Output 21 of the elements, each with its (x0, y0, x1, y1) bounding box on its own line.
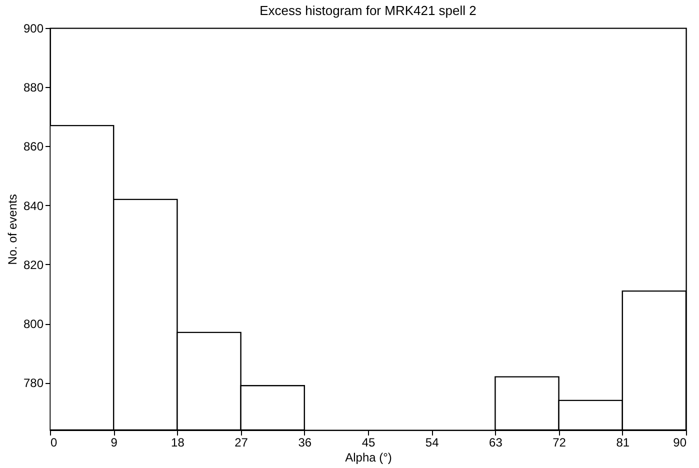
x-tick-label: 0 (50, 436, 58, 450)
x-tick-label: 90 (673, 436, 687, 450)
y-tick-label: 840 (23, 198, 44, 213)
x-tick-label: 45 (362, 436, 376, 450)
y-tick-label: 780 (23, 376, 44, 390)
x-axis-title: Alpha (°) (345, 450, 392, 464)
x-tick-label: 27 (234, 436, 248, 450)
y-tick-label: 800 (23, 317, 44, 332)
x-tick-label: 81 (616, 436, 630, 450)
y-tick-label: 820 (23, 258, 44, 272)
x-tick-label: 63 (489, 436, 503, 450)
chart-title: Excess histogram for MRK421 spell 2 (260, 3, 476, 18)
x-tick-label: 36 (298, 436, 312, 450)
y-axis-title: No. of events (5, 194, 20, 265)
x-tick-label: 54 (425, 436, 440, 450)
y-tick-label: 900 (23, 22, 44, 36)
x-tick-label: 9 (110, 436, 118, 450)
x-tick-label: 72 (552, 436, 566, 450)
y-tick-label: 860 (23, 140, 44, 154)
y-tick-label: 880 (23, 80, 44, 95)
x-tick-label: 18 (171, 436, 185, 450)
